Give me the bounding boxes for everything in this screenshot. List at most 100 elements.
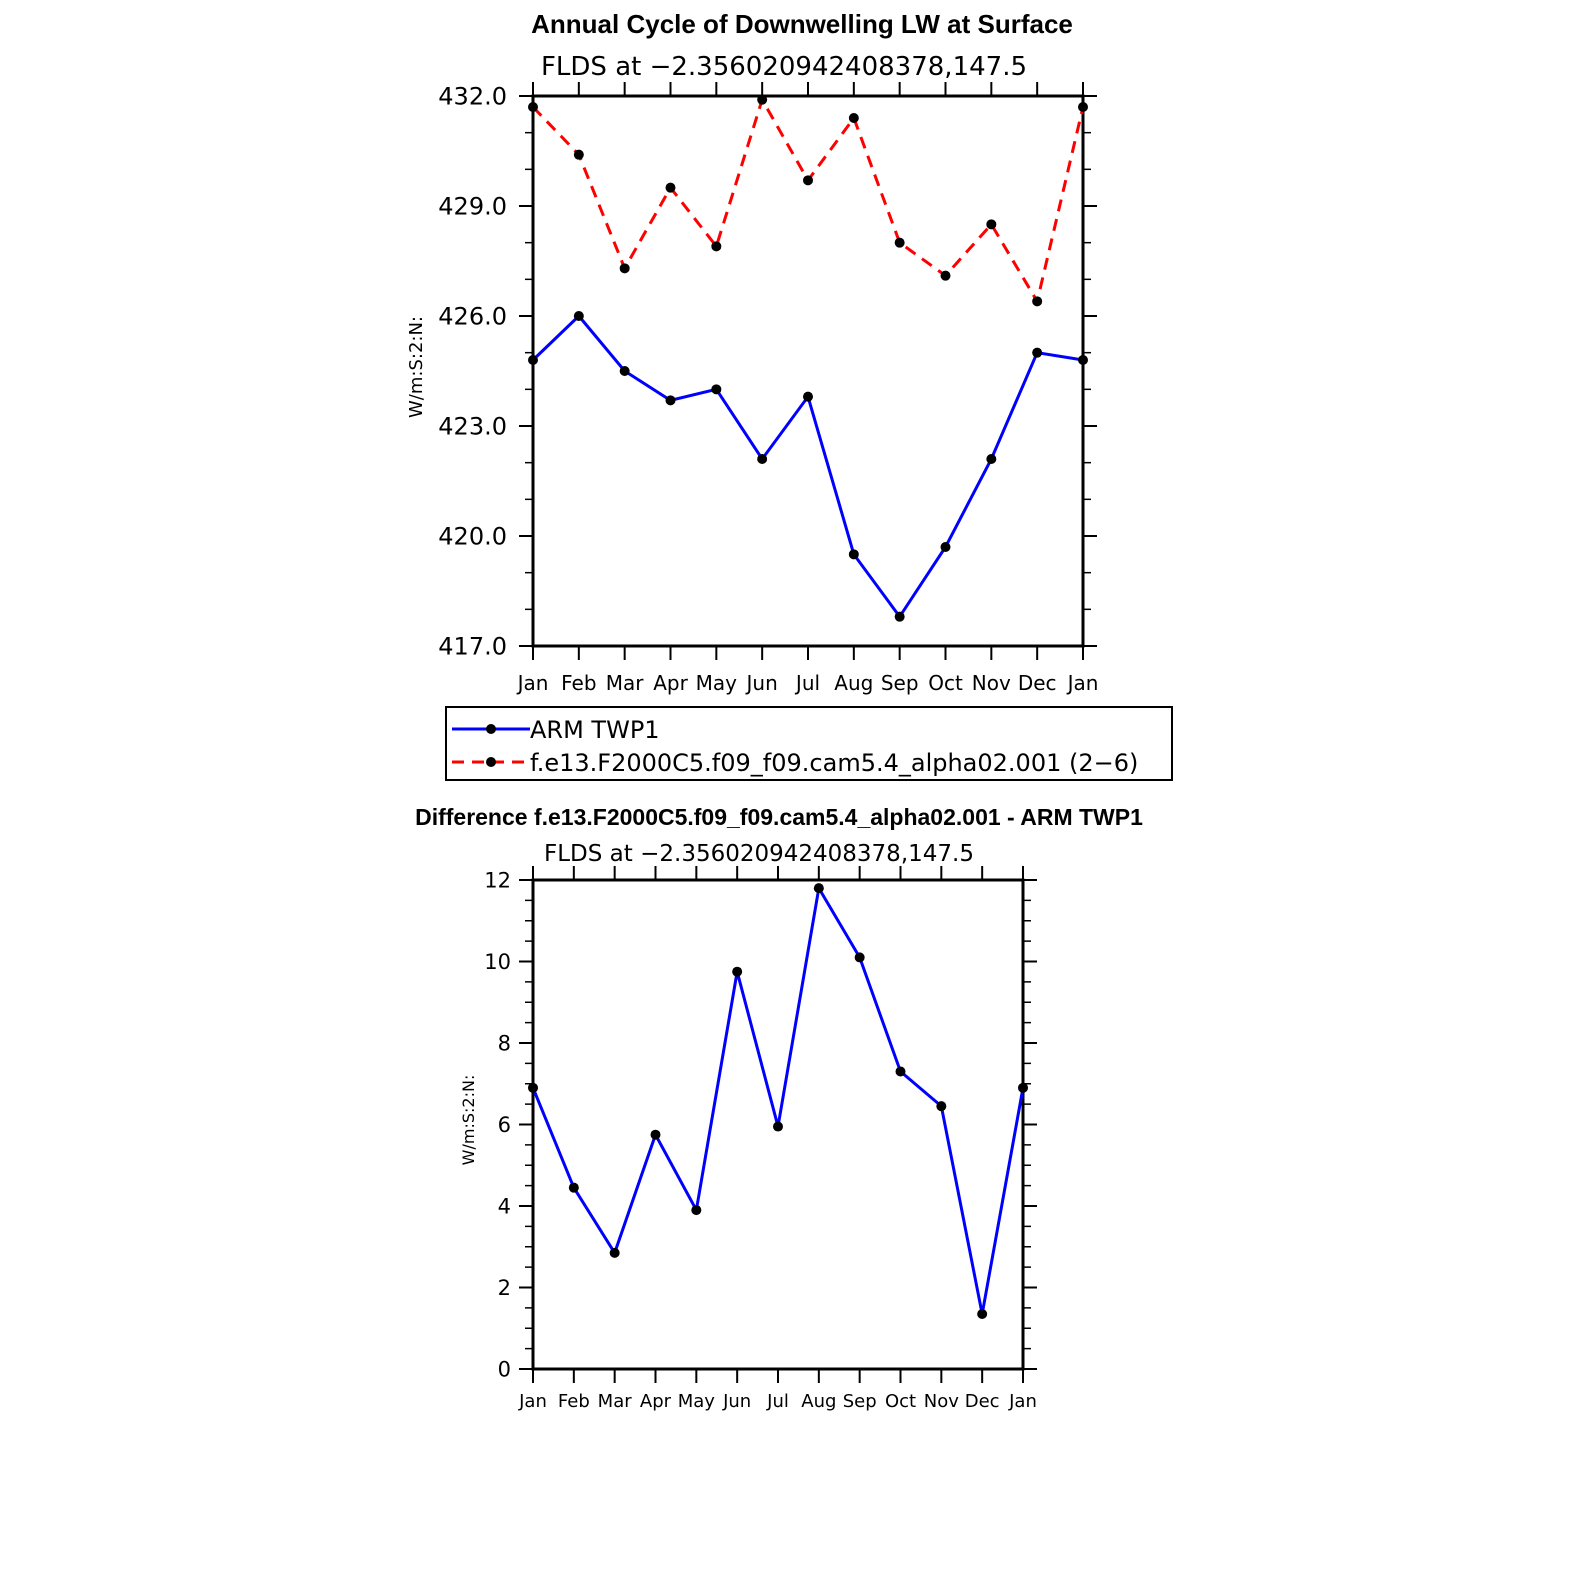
data-point (940, 270, 951, 281)
data-point (711, 384, 722, 395)
y-tick-label: 12 (484, 868, 511, 892)
x-tick-label: Jan (516, 671, 549, 695)
data-point (619, 263, 630, 274)
x-tick-label: Nov (924, 1391, 959, 1412)
y-tick-label: 426.0 (438, 302, 507, 330)
data-point (803, 175, 813, 186)
y-tick-label: 6 (498, 1113, 511, 1137)
x-tick-label: Aug (801, 1391, 836, 1412)
x-tick-label: Apr (640, 1391, 672, 1412)
data-point (732, 966, 743, 977)
data-point (650, 1129, 661, 1140)
difference-axes: Jan Feb Mar Apr May Jun Jul Aug Sep Oct Nov Dec Jan 0… (484, 866, 1037, 1412)
data-point (619, 366, 630, 376)
data-point (848, 113, 859, 123)
data-point (894, 611, 905, 622)
x-tick-label: Apr (653, 671, 688, 695)
x-tick-label: Dec (1018, 671, 1057, 695)
x-tick-label: Feb (561, 671, 596, 695)
data-point (1078, 102, 1088, 112)
legend: ARM TWP1 f.e13.F2000C5.f09_f09.cam5.4_al… (445, 706, 1173, 781)
y-tick-label: 420.0 (438, 522, 507, 550)
data-point (573, 311, 584, 321)
difference-subtitle: FLDS at −2.356020942408378,147.5 (544, 841, 974, 867)
x-tick-label: Aug (834, 671, 873, 695)
data-point (773, 1121, 783, 1132)
series-line-0 (531, 883, 1025, 1315)
data-point (803, 391, 813, 402)
data-point (1032, 296, 1043, 307)
y-tick-label: 8 (498, 1031, 511, 1055)
axes: Jan Feb Mar Apr May Jun Jul Aug Sep Oct Nov Dec Jan 4… (438, 82, 1098, 695)
series-line-1 (531, 95, 1085, 306)
data-point (757, 454, 768, 464)
legend-box (445, 706, 1173, 781)
x-tick-label: Mar (606, 671, 645, 695)
x-tick-label: Jul (794, 671, 820, 695)
data-point (1078, 355, 1088, 365)
y-tick-label: 432.0 (438, 82, 507, 110)
x-tick-label: Sep (881, 671, 919, 695)
y-tick-label: 0 (498, 1357, 511, 1381)
x-tick-label: May (696, 671, 738, 695)
data-point (936, 1101, 947, 1112)
x-tick-label: Oct (928, 671, 963, 695)
chart-title: Annual Cycle of Downwelling LW at Surfac… (531, 9, 1073, 39)
x-tick-label: Feb (558, 1391, 590, 1412)
series-markers (528, 94, 1088, 622)
difference-series-lines (531, 883, 1025, 1315)
data-point (528, 102, 538, 112)
data-point (848, 549, 859, 560)
x-tick-label: Jan (1008, 1391, 1037, 1412)
data-point (528, 1082, 538, 1093)
data-point (691, 1205, 702, 1216)
x-tick-label: Sep (843, 1391, 877, 1412)
y-tick-label: 2 (498, 1276, 511, 1300)
data-point (528, 355, 538, 365)
data-point (757, 94, 768, 105)
y-axis-label: W/m:S:2:N: (406, 316, 427, 418)
difference-title: Difference f.e13.F2000C5.f09_f09.cam5.4_… (415, 804, 1143, 830)
difference-series-markers (528, 883, 1028, 1319)
y-tick-label: 10 (484, 950, 511, 974)
data-point (573, 149, 584, 160)
x-tick-label: Jul (766, 1391, 789, 1412)
x-tick-label: Jun (745, 671, 778, 695)
x-tick-label: Jan (518, 1391, 547, 1412)
x-tick-label: Dec (965, 1391, 1000, 1412)
data-point (1032, 347, 1043, 358)
data-point (854, 952, 865, 963)
legend-label-arm-twp1: ARM TWP1 (530, 716, 660, 744)
data-point (977, 1308, 988, 1319)
data-point (813, 883, 824, 894)
x-tick-label: Nov (972, 671, 1011, 695)
data-point (665, 182, 676, 193)
annual-cycle-panel: Annual Cycle of Downwelling LW at Surfac… (406, 9, 1173, 781)
y-tick-label: 417.0 (438, 632, 507, 660)
difference-y-axis-label: W/m:S:2:N: (459, 1075, 478, 1166)
data-point (986, 219, 997, 230)
x-tick-label: Jan (1066, 671, 1099, 695)
x-tick-label: Oct (885, 1391, 916, 1412)
data-point (609, 1247, 620, 1258)
y-tick-label: 4 (498, 1194, 511, 1218)
data-point (1018, 1082, 1028, 1093)
data-point (986, 454, 997, 464)
chart-subtitle: FLDS at −2.356020942408378,147.5 (541, 52, 1027, 82)
y-tick-label: 429.0 (438, 192, 507, 220)
legend-label-model: f.e13.F2000C5.f09_f09.cam5.4_alpha02.001… (530, 749, 1138, 777)
data-point (894, 237, 905, 248)
legend-marker-arm-twp1 (486, 724, 496, 734)
data-point (711, 241, 722, 252)
data-point (895, 1066, 906, 1077)
x-tick-label: May (678, 1391, 716, 1412)
difference-panel: Difference f.e13.F2000C5.f09_f09.cam5.4_… (415, 804, 1143, 1412)
data-point (568, 1182, 579, 1193)
x-tick-label: Jun (722, 1391, 751, 1412)
legend-marker-model (486, 757, 496, 767)
series-line-0 (531, 313, 1084, 620)
data-point (665, 395, 676, 406)
x-tick-label: Mar (598, 1391, 633, 1412)
data-point (940, 542, 951, 552)
